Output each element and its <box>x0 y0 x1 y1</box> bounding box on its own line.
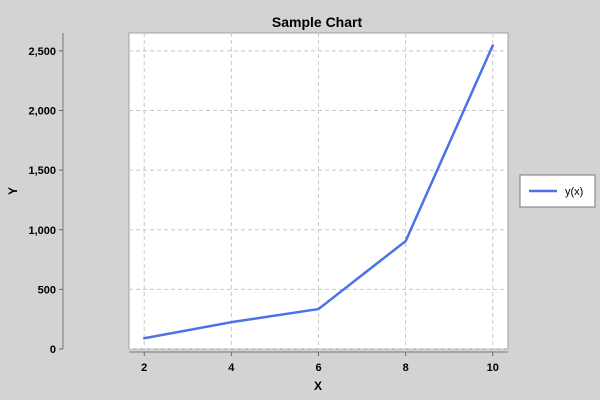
y-tick-label: 1,000 <box>28 225 56 237</box>
y-tick-label: 2,000 <box>28 106 56 118</box>
x-tick-label: 8 <box>403 362 409 374</box>
y-tick-label: 1,500 <box>28 165 56 177</box>
legend: y(x) <box>519 174 596 208</box>
axes <box>59 33 508 356</box>
x-tick-label: 6 <box>315 362 321 374</box>
y-tick-labels: 0 500 1,000 1,500 2,000 2,500 <box>28 46 56 356</box>
chart-title: Sample Chart <box>272 14 363 30</box>
x-tick-label: 2 <box>141 362 147 374</box>
y-tick-label: 500 <box>38 284 56 296</box>
series-lines <box>143 44 494 340</box>
x-tick-label: 4 <box>228 362 235 374</box>
x-tick-labels: 2 4 6 8 10 <box>141 362 499 374</box>
series-line-y-x <box>143 44 494 340</box>
x-tick-label: 10 <box>487 362 499 374</box>
y-axis-label: Y <box>6 187 20 195</box>
legend-label-y-x: y(x) <box>565 186 583 198</box>
y-tick-label: 2,500 <box>28 46 56 58</box>
grid-lines <box>129 33 508 350</box>
x-axis-label: X <box>314 379 322 393</box>
y-tick-label: 0 <box>50 344 56 356</box>
